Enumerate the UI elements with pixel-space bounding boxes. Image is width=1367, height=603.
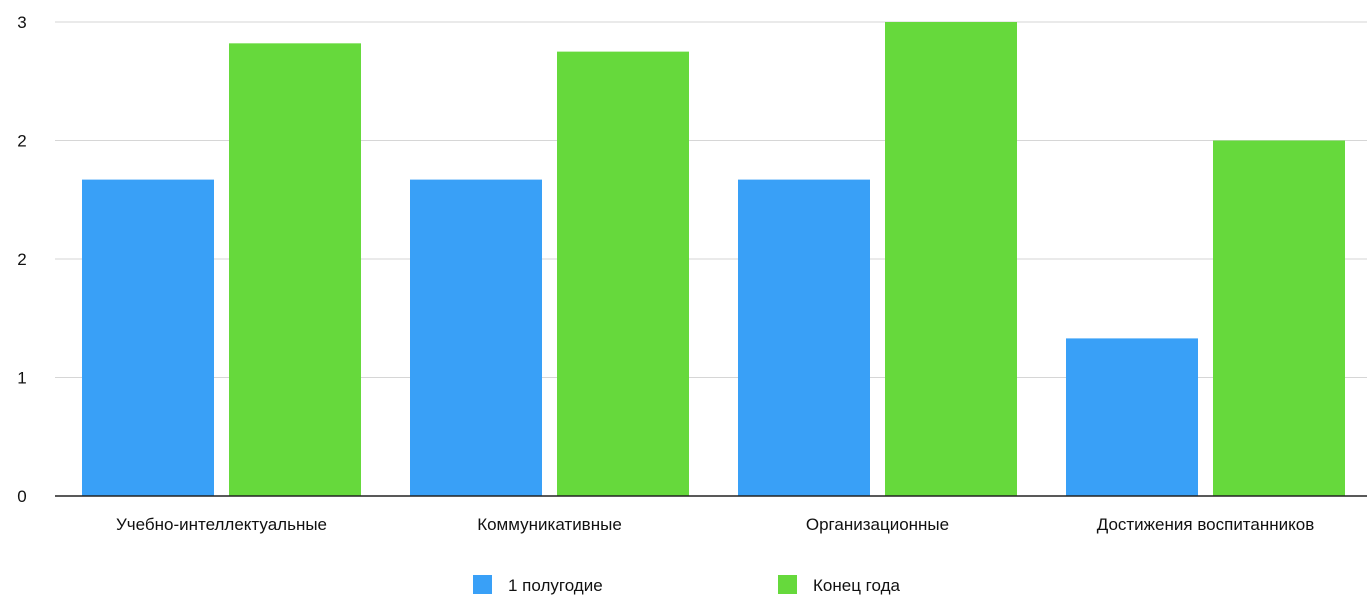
legend-label: Конец года: [813, 576, 900, 595]
x-category-label: Достижения воспитанников: [1097, 515, 1315, 534]
legend-swatch: [473, 575, 492, 594]
y-tick-label: 2: [17, 132, 26, 151]
bar: [885, 22, 1017, 496]
y-tick-label: 3: [17, 13, 26, 32]
bar: [738, 179, 870, 497]
bar: [82, 179, 214, 497]
bar: [1213, 140, 1345, 496]
x-category-label: Коммуникативные: [477, 515, 622, 534]
legend: 1 полугодие Конец года: [473, 575, 900, 595]
bars: [82, 22, 1345, 497]
bar: [557, 51, 689, 496]
y-tick-label: 0: [17, 487, 26, 506]
x-category-label: Организационные: [806, 515, 949, 534]
legend-label: 1 полугодие: [508, 576, 603, 595]
axis-labels: 0 1 2 2 3 Учебно-интеллектуальные Коммуникатив…: [17, 13, 1314, 534]
bar: [1066, 338, 1198, 496]
y-tick-label: 1: [17, 369, 26, 388]
bar: [410, 179, 542, 497]
y-tick-label: 2: [17, 250, 26, 269]
legend-swatch: [778, 575, 797, 594]
x-category-label: Учебно-интеллектуальные: [116, 515, 327, 534]
bar: [229, 43, 361, 496]
